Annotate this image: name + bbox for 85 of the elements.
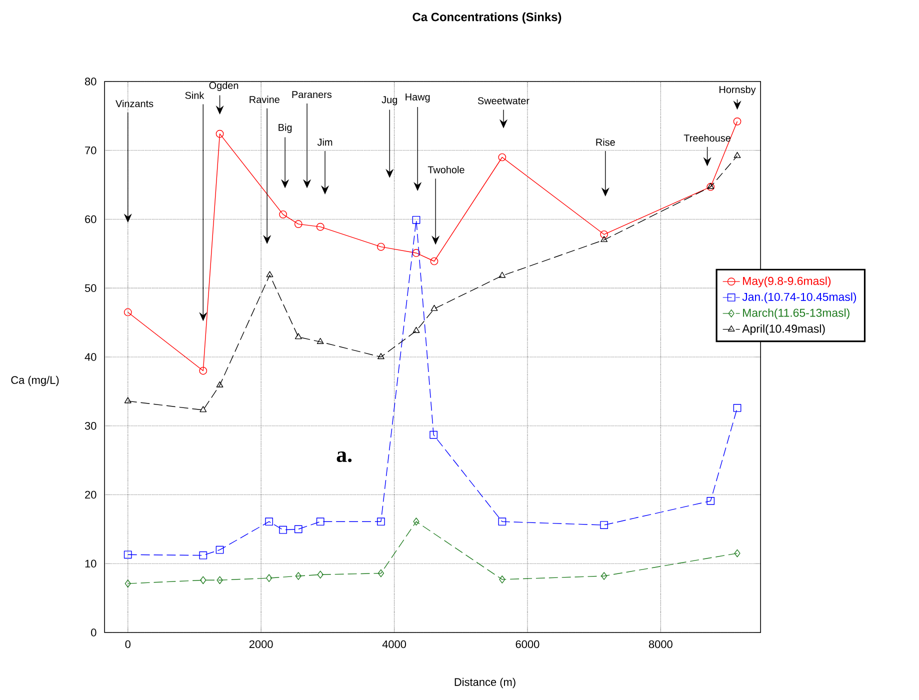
- point: [266, 271, 274, 278]
- annotation: Vinzants: [116, 100, 154, 108]
- point: [733, 404, 742, 412]
- x-axis-title: Distance (m): [454, 678, 516, 688]
- point: [124, 308, 132, 316]
- point: [430, 430, 438, 439]
- y-tick-label: 20: [85, 490, 96, 499]
- y-tick-label: 0: [91, 628, 96, 636]
- x-tick-label: 2000: [249, 640, 273, 648]
- annotation: Ogden: [209, 82, 238, 91]
- point: [216, 130, 224, 138]
- point: [294, 220, 302, 228]
- point: [124, 580, 131, 588]
- annotation: Jug: [382, 96, 398, 106]
- x-tick-label: 6000: [516, 640, 540, 648]
- x-tick-label: 8000: [648, 640, 672, 648]
- point: [378, 569, 384, 578]
- y-tick-label: 70: [85, 146, 96, 154]
- point: [498, 518, 506, 526]
- point: [216, 381, 224, 388]
- annotation: Twohole: [428, 166, 464, 174]
- point: [378, 353, 384, 360]
- y-axis-title: Ca (mg/L): [11, 376, 59, 386]
- point: [279, 210, 287, 218]
- point: [734, 549, 740, 558]
- point: [498, 153, 506, 162]
- point: [294, 525, 302, 534]
- annotation: Paraners: [292, 91, 332, 98]
- y-tick-label: 50: [84, 284, 96, 292]
- legend-label: April(10.49masl): [742, 324, 825, 336]
- point: [316, 518, 324, 526]
- point: [265, 518, 274, 526]
- point: [317, 570, 324, 579]
- point: [733, 117, 742, 126]
- point: [216, 576, 223, 584]
- y-tick-label: 80: [84, 78, 96, 86]
- point: [412, 216, 420, 224]
- legend-label: March(11.65-13masl): [743, 308, 850, 320]
- x-tick-label: 4000: [382, 640, 406, 648]
- y-tick-label: 10: [85, 560, 96, 568]
- point: [316, 338, 324, 344]
- point: [124, 550, 132, 559]
- point: [294, 333, 302, 340]
- point: [266, 574, 272, 582]
- point: [600, 236, 608, 242]
- point: [295, 572, 302, 580]
- point: [499, 576, 506, 584]
- point: [734, 152, 741, 158]
- point: [412, 249, 420, 257]
- annotation: Jim: [317, 138, 332, 146]
- annotation: Hawg: [406, 94, 430, 102]
- annotation: Ravine: [250, 96, 280, 104]
- point: [430, 257, 438, 266]
- point: [199, 366, 208, 375]
- y-tick-label: 60: [85, 215, 96, 224]
- x-tick-label: 0: [125, 640, 130, 648]
- point: [377, 518, 385, 526]
- annotation: Rise: [596, 138, 615, 146]
- y-tick-label: 40: [84, 353, 96, 361]
- point: [412, 326, 420, 333]
- point: [413, 518, 420, 526]
- point: [316, 222, 324, 231]
- point: [600, 230, 608, 238]
- annotation: Sweetwater: [478, 97, 530, 104]
- legend-label: May(9.8-9.6masl): [743, 276, 831, 288]
- annotation: Big: [278, 124, 292, 133]
- point: [216, 546, 224, 554]
- point: [706, 497, 715, 505]
- point: [377, 242, 385, 251]
- y-tick-label: 30: [84, 422, 96, 430]
- point: [601, 572, 608, 580]
- annotation: Sink: [185, 92, 204, 99]
- point: [199, 551, 208, 560]
- point: [279, 526, 287, 534]
- point: [498, 272, 506, 278]
- legend-label: Jan.(10.74-10.45masl): [742, 292, 856, 304]
- point: [430, 304, 438, 311]
- annotation: a.: [336, 452, 352, 462]
- point: [600, 521, 608, 529]
- annotation: Treehouse: [684, 134, 730, 142]
- point: [200, 576, 206, 584]
- point: [124, 397, 132, 404]
- annotation: Hornsby: [720, 86, 756, 96]
- point: [200, 406, 207, 412]
- chart-title: Ca Concentrations (Sinks): [412, 12, 562, 24]
